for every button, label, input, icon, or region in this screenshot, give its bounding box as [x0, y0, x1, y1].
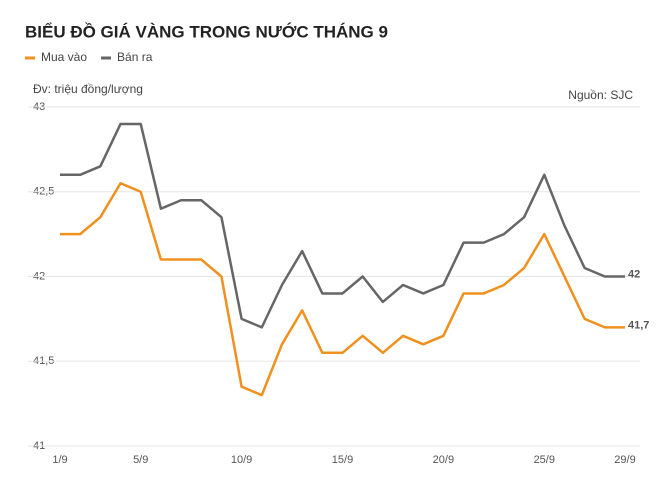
unit-label: Đv: triệu đồng/lượng [33, 82, 143, 96]
x-tick-label: 10/9 [231, 454, 252, 466]
x-tick-label: 5/9 [133, 454, 148, 466]
x-tick-label: 25/9 [534, 454, 555, 466]
x-tick-label: 15/9 [332, 454, 353, 466]
legend-label: Bán ra [117, 50, 153, 64]
series-line [60, 122, 625, 329]
x-tick-label: 29/9 [614, 454, 635, 466]
chart-title: BIỂU ĐỒ GIÁ VÀNG TRONG NƯỚC THÁNG 9 [25, 22, 388, 41]
x-tick-label: 20/9 [433, 454, 454, 466]
legend-label: Mua vào [41, 50, 87, 64]
data-label: 42 [628, 268, 640, 280]
x-tick-label: 1/9 [52, 454, 67, 466]
series-line [60, 182, 625, 397]
data-label: 41,7 [628, 319, 649, 331]
source: Nguồn: SJC [568, 88, 633, 102]
